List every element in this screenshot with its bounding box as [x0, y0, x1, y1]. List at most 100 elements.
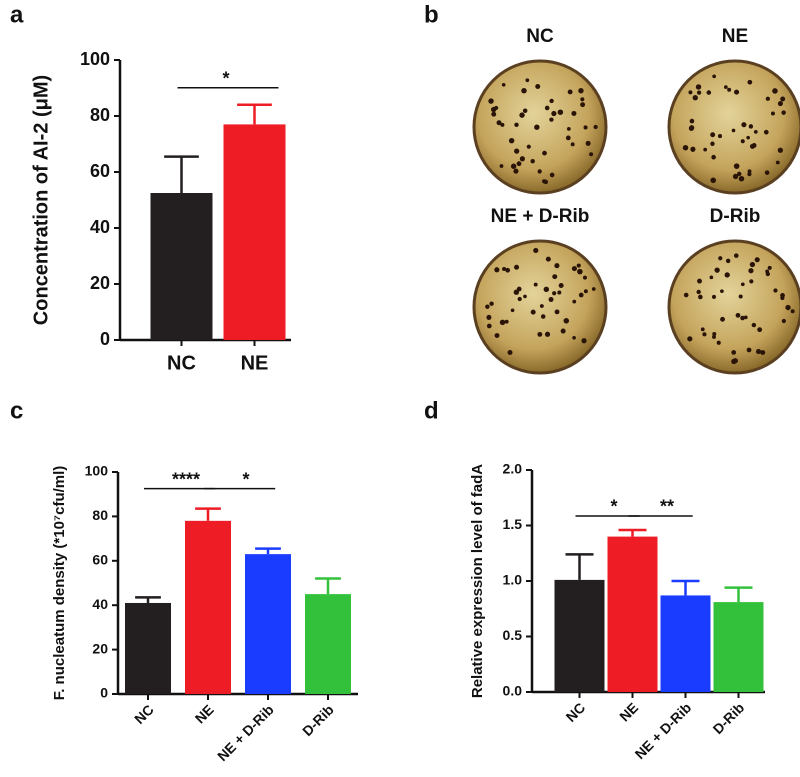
colony: [516, 161, 522, 167]
colony: [544, 331, 551, 337]
panel-label: d: [424, 397, 439, 424]
colony: [580, 102, 586, 108]
colony: [494, 333, 500, 339]
panel-label: b: [424, 1, 439, 28]
bar: [660, 595, 711, 692]
colony: [521, 87, 527, 94]
colony: [533, 282, 538, 287]
colony: [749, 261, 756, 268]
colony: [770, 111, 775, 116]
x-tick-label: NE: [241, 352, 269, 374]
colony: [530, 309, 536, 315]
colony: [763, 129, 769, 135]
colony: [747, 169, 752, 174]
colony: [558, 283, 564, 288]
colony: [485, 304, 490, 309]
colony: [554, 263, 560, 269]
colony: [494, 105, 499, 111]
colony: [514, 122, 519, 128]
colony: [585, 140, 591, 146]
y-tick-label: 1.5: [503, 516, 523, 532]
colony: [710, 132, 716, 138]
colony: [780, 295, 785, 301]
y-axis-label: Relative expression level of fadA: [469, 464, 486, 698]
panel-label: a: [10, 1, 24, 28]
colony: [720, 316, 725, 322]
colony: [552, 291, 557, 296]
colony: [696, 90, 702, 95]
colony: [747, 79, 753, 85]
colony: [748, 268, 754, 274]
y-tick-label: 0: [100, 329, 110, 349]
colony: [539, 304, 544, 308]
colony: [510, 308, 515, 313]
colony: [516, 286, 522, 292]
colony: [740, 315, 745, 321]
colony: [709, 275, 714, 280]
colony: [542, 150, 547, 156]
colony: [519, 156, 525, 162]
colony: [716, 340, 721, 345]
x-tick-label: NC: [563, 699, 589, 725]
colony: [571, 110, 577, 116]
colony: [696, 289, 701, 295]
colony: [683, 292, 689, 298]
bar: [713, 602, 764, 692]
colony: [733, 253, 739, 258]
colony: [695, 84, 702, 90]
colony: [535, 84, 541, 89]
x-tick-label: D-Rib: [710, 699, 748, 737]
colony: [725, 258, 731, 264]
colony: [765, 96, 771, 101]
colony: [591, 287, 596, 291]
x-tick-label: NE: [192, 701, 217, 726]
colony: [571, 266, 577, 272]
colony: [754, 257, 760, 263]
colony: [577, 268, 583, 275]
colony: [746, 135, 750, 140]
plate-label: NE + D-Rib: [491, 206, 590, 227]
colony: [572, 299, 577, 304]
colony: [514, 264, 520, 270]
colony: [501, 82, 506, 87]
colony: [735, 312, 741, 318]
y-tick-label: 0: [100, 685, 108, 701]
colony: [690, 146, 696, 152]
colony: [530, 159, 535, 164]
colony: [767, 265, 772, 270]
colony: [749, 279, 754, 284]
colony: [682, 144, 689, 151]
y-tick-label: 2.0: [503, 461, 523, 477]
colony: [777, 100, 783, 107]
colony: [773, 288, 778, 293]
colony: [504, 319, 509, 324]
colony: [736, 171, 742, 177]
colony: [489, 301, 494, 306]
colony: [731, 128, 736, 133]
colony: [545, 256, 551, 262]
y-tick-label: 60: [90, 161, 110, 181]
colony: [580, 97, 585, 102]
plate-label: NE: [722, 26, 748, 47]
colony: [514, 148, 520, 154]
colony: [578, 292, 584, 298]
colony: [582, 275, 587, 280]
colony: [689, 118, 695, 124]
colony: [522, 108, 528, 113]
colony: [505, 267, 511, 273]
colony: [491, 111, 497, 117]
colony: [711, 294, 716, 299]
bar: [245, 554, 291, 694]
colony: [499, 164, 504, 168]
y-tick-label: 80: [92, 507, 108, 523]
colony: [741, 122, 747, 128]
colony: [494, 267, 500, 273]
colony: [746, 347, 752, 353]
colony: [733, 163, 740, 169]
colony: [542, 179, 547, 184]
panel-label: c: [10, 397, 23, 424]
bar: [150, 193, 213, 340]
x-tick-label: NE + D-Rib: [214, 701, 277, 764]
plate: [667, 59, 800, 195]
x-tick-label: NE + D-Rib: [631, 699, 694, 762]
